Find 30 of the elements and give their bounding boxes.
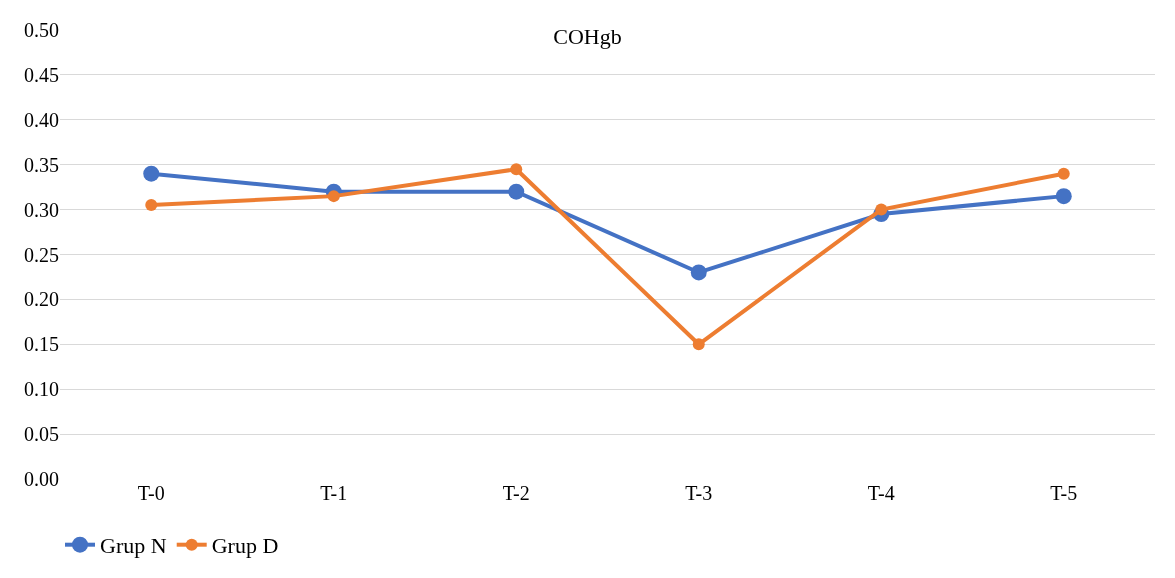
y-tick-label: 0.15	[24, 333, 59, 356]
x-tick-label: T-3	[685, 482, 713, 504]
y-tick-label: 0.20	[24, 288, 59, 311]
point	[510, 163, 523, 176]
x-tick-label: T-0	[137, 482, 165, 504]
y-tick-label: 0.25	[24, 243, 59, 266]
point	[690, 264, 707, 281]
y-tick-label: 0.40	[24, 108, 59, 131]
chart-title: COHgb	[553, 24, 622, 50]
point	[1055, 188, 1072, 205]
legend-label: Grup D	[211, 533, 279, 559]
x-tick-label: T-4	[867, 482, 895, 504]
point	[692, 338, 705, 351]
y-tick-label: 0.45	[24, 63, 59, 86]
y-tick-label: 0.00	[24, 468, 59, 490]
point	[508, 183, 525, 200]
x-tick-label: T-2	[502, 482, 530, 504]
point	[145, 199, 158, 212]
y-tick-label: 0.50	[24, 19, 59, 41]
point	[327, 190, 340, 203]
x-tick-label: T-1	[320, 482, 348, 504]
y-tick-label: 0.05	[24, 423, 59, 446]
y-tick-label: 0.35	[24, 153, 59, 176]
y-tick-label: 0.10	[24, 378, 59, 401]
y-tick-label: 0.30	[24, 198, 59, 221]
point	[143, 165, 160, 182]
point	[1057, 167, 1070, 180]
x-tick-label: T-5	[1050, 482, 1078, 504]
legend-label: Grup N	[100, 533, 167, 559]
point	[875, 203, 888, 216]
